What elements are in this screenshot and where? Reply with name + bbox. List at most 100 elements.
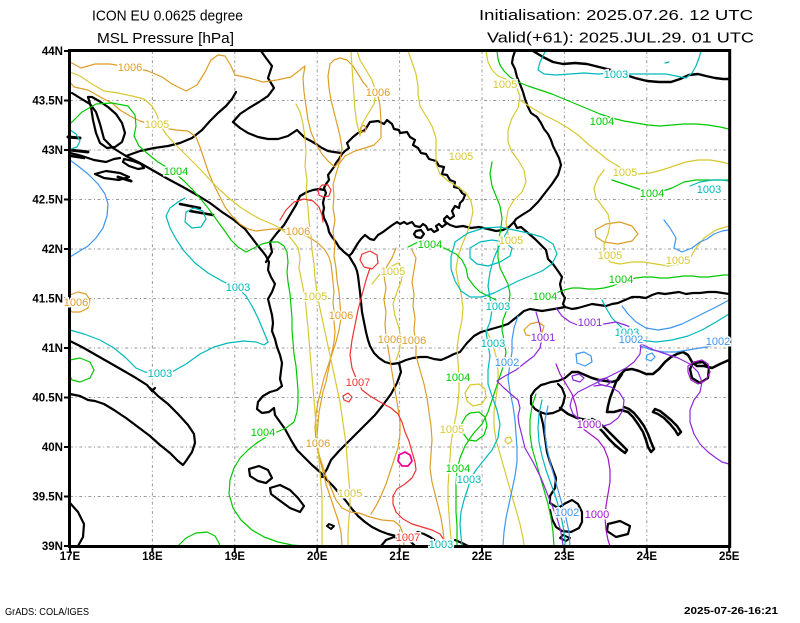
svg-text:1006: 1006 — [306, 438, 330, 450]
svg-text:Valid(+61): 2025.JUL.29. 01 UT: Valid(+61): 2025.JUL.29. 01 UTC — [487, 31, 754, 47]
svg-text:19E: 19E — [225, 551, 246, 563]
svg-text:1000: 1000 — [585, 509, 609, 521]
svg-text:1001: 1001 — [531, 332, 555, 344]
svg-text:41.5N: 41.5N — [32, 294, 63, 306]
svg-text:1005: 1005 — [381, 266, 405, 278]
svg-text:43N: 43N — [42, 145, 63, 157]
svg-text:1005: 1005 — [598, 250, 622, 262]
svg-text:1005: 1005 — [493, 79, 517, 91]
svg-text:1005: 1005 — [338, 488, 362, 500]
svg-text:1002: 1002 — [706, 336, 730, 348]
svg-text:1005: 1005 — [666, 255, 690, 267]
svg-text:1003: 1003 — [481, 338, 505, 350]
svg-text:1006: 1006 — [306, 438, 330, 450]
svg-text:1006: 1006 — [286, 226, 310, 238]
svg-text:1000: 1000 — [577, 419, 601, 431]
svg-text:1001: 1001 — [578, 317, 602, 329]
svg-text:1007: 1007 — [346, 377, 370, 389]
svg-text:17E: 17E — [60, 551, 81, 563]
svg-text:1004: 1004 — [446, 372, 470, 384]
svg-text:39.5N: 39.5N — [32, 492, 63, 504]
svg-text:1005: 1005 — [303, 291, 327, 303]
svg-text:1006: 1006 — [366, 87, 390, 99]
svg-text:1001: 1001 — [531, 332, 555, 344]
svg-text:43.5N: 43.5N — [32, 96, 63, 108]
svg-text:1002: 1002 — [555, 507, 579, 519]
svg-text:25E: 25E — [719, 551, 740, 563]
svg-text:41N: 41N — [42, 343, 63, 355]
svg-text:1006: 1006 — [329, 310, 353, 322]
svg-text:1002: 1002 — [555, 507, 579, 519]
svg-text:22E: 22E — [472, 551, 493, 563]
svg-text:1003: 1003 — [429, 539, 453, 551]
svg-text:1003: 1003 — [604, 69, 628, 81]
svg-text:1002: 1002 — [495, 357, 519, 369]
svg-text:1002: 1002 — [619, 334, 643, 346]
svg-text:2025-07-26-16:21: 2025-07-26-16:21 — [684, 606, 779, 617]
svg-text:1005: 1005 — [499, 235, 523, 247]
svg-text:1003: 1003 — [148, 368, 172, 380]
svg-text:1006: 1006 — [402, 335, 426, 347]
svg-text:23E: 23E — [554, 551, 575, 563]
svg-text:1003: 1003 — [481, 338, 505, 350]
svg-text:1005: 1005 — [613, 167, 637, 179]
svg-text:1004: 1004 — [533, 291, 557, 303]
svg-text:MSL Pressure [hPa]: MSL Pressure [hPa] — [97, 31, 234, 47]
svg-text:1003: 1003 — [697, 184, 721, 196]
svg-text:1005: 1005 — [145, 119, 169, 131]
svg-text:24E: 24E — [637, 551, 658, 563]
svg-text:1004: 1004 — [640, 188, 664, 200]
svg-text:42.5N: 42.5N — [32, 195, 63, 207]
svg-text:1003: 1003 — [615, 327, 639, 339]
svg-text:1003: 1003 — [615, 327, 639, 339]
svg-text:1006: 1006 — [118, 62, 142, 74]
svg-text:1003: 1003 — [486, 301, 510, 313]
svg-text:1003: 1003 — [486, 301, 510, 313]
svg-text:1004: 1004 — [609, 274, 633, 286]
svg-text:1006: 1006 — [378, 334, 402, 346]
svg-text:1005: 1005 — [613, 167, 637, 179]
svg-text:40.5N: 40.5N — [32, 393, 63, 405]
svg-text:GrADS: COLA/IGES: GrADS: COLA/IGES — [5, 607, 89, 618]
svg-text:1005: 1005 — [440, 424, 464, 436]
svg-text:1006: 1006 — [118, 62, 142, 74]
svg-text:1005: 1005 — [499, 235, 523, 247]
svg-text:1006: 1006 — [286, 226, 310, 238]
svg-text:1005: 1005 — [440, 424, 464, 436]
svg-text:1006: 1006 — [329, 310, 353, 322]
svg-text:1002: 1002 — [706, 336, 730, 348]
svg-text:1005: 1005 — [145, 119, 169, 131]
svg-text:1007: 1007 — [346, 377, 370, 389]
svg-text:1004: 1004 — [446, 463, 470, 475]
svg-text:1003: 1003 — [429, 539, 453, 551]
svg-text:1004: 1004 — [418, 239, 442, 251]
svg-text:1006: 1006 — [378, 334, 402, 346]
svg-text:1000: 1000 — [585, 509, 609, 521]
svg-text:40N: 40N — [42, 442, 63, 454]
svg-text:1005: 1005 — [666, 255, 690, 267]
svg-text:1006: 1006 — [64, 297, 88, 309]
svg-text:1002: 1002 — [495, 357, 519, 369]
svg-text:1003: 1003 — [457, 474, 481, 486]
svg-text:44N: 44N — [42, 46, 63, 58]
svg-text:1003: 1003 — [226, 282, 250, 294]
svg-text:Initialisation: 2025.07.26. 12: Initialisation: 2025.07.26. 12 UTC — [479, 8, 753, 24]
svg-text:1004: 1004 — [251, 427, 275, 439]
svg-text:1004: 1004 — [446, 463, 470, 475]
svg-text:1005: 1005 — [449, 151, 473, 163]
svg-text:1006: 1006 — [366, 87, 390, 99]
svg-text:1004: 1004 — [164, 166, 188, 178]
svg-text:39N: 39N — [42, 541, 63, 553]
svg-text:1004: 1004 — [164, 166, 188, 178]
svg-text:42N: 42N — [42, 244, 63, 256]
svg-text:1006: 1006 — [64, 297, 88, 309]
svg-text:1000: 1000 — [577, 419, 601, 431]
svg-text:1004: 1004 — [533, 291, 557, 303]
svg-text:18E: 18E — [142, 551, 163, 563]
svg-text:1004: 1004 — [640, 188, 664, 200]
svg-text:1005: 1005 — [449, 151, 473, 163]
svg-text:1004: 1004 — [609, 274, 633, 286]
svg-text:1001: 1001 — [578, 317, 602, 329]
svg-text:1003: 1003 — [697, 184, 721, 196]
svg-text:1004: 1004 — [590, 116, 614, 128]
